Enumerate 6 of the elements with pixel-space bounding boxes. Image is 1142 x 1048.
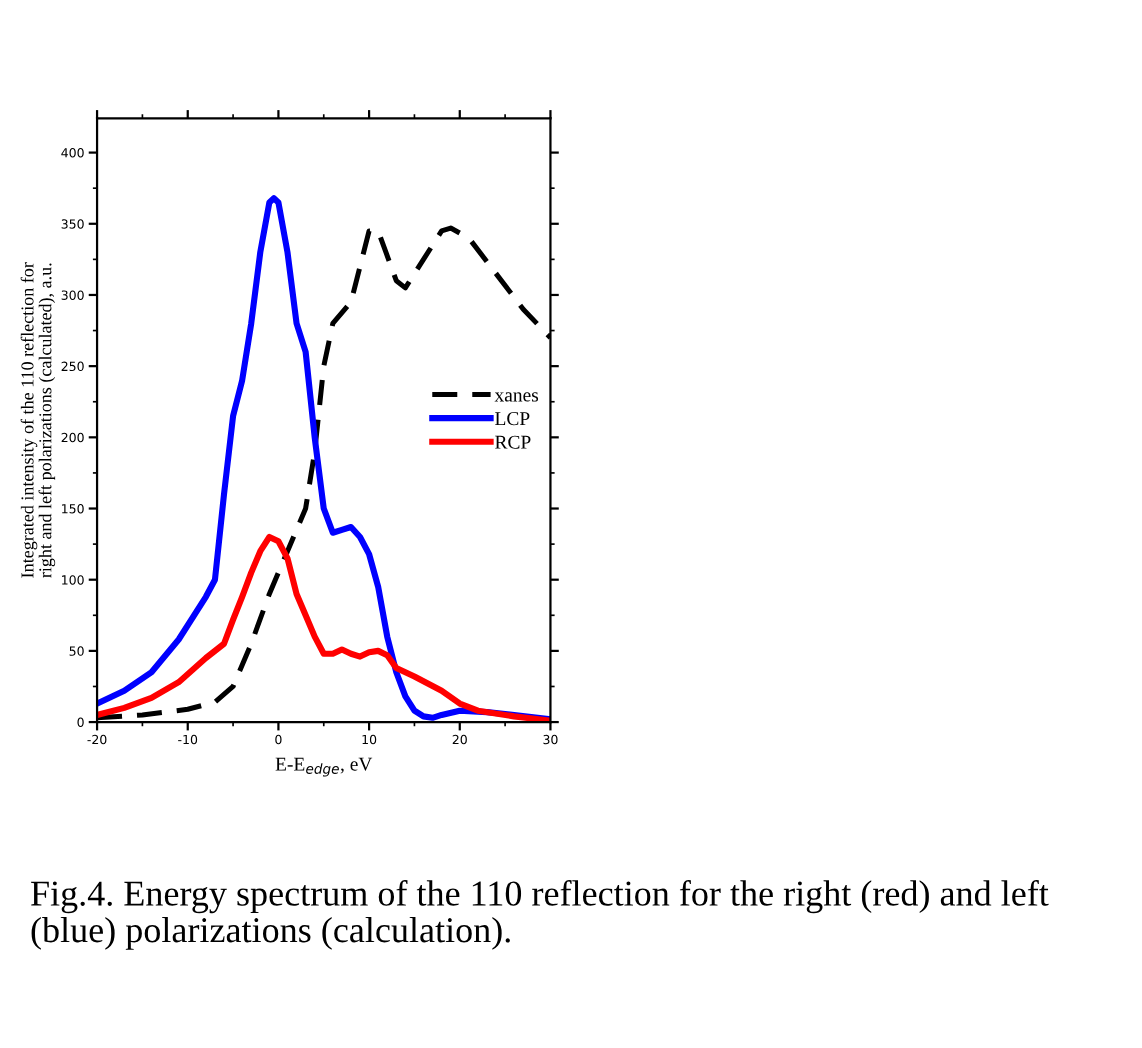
x-axis-title: E-E$_{edge}$, eV: [275, 757, 373, 777]
legend-label: RCP: [495, 435, 531, 449]
legend-label: xanes: [494, 392, 539, 402]
legend-label: LCP: [495, 412, 530, 426]
y-axis-title: Integrated intensity of the 110 reflection for right and left polarizations (calculated), a.u.: [20, 262, 56, 578]
caption: Fig.4. Energy spectrum of the 110 reflection for the right (red) and left (blue) polarizations (calculation).: [31, 880, 1049, 950]
